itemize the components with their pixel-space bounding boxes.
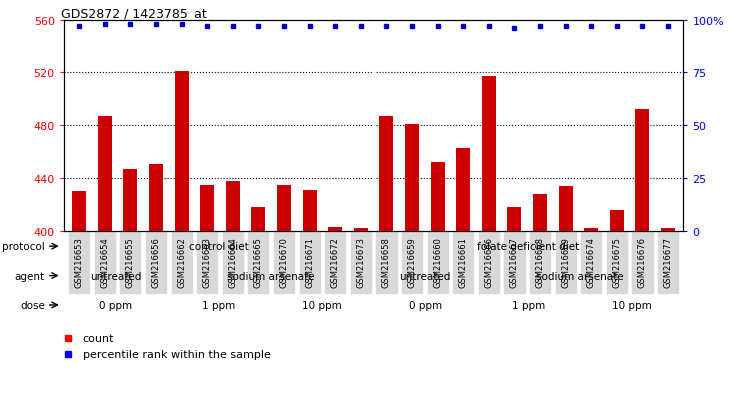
Bar [456,148,470,231]
Bar [430,163,445,231]
Bar [405,125,419,231]
Text: GDS2872 / 1423785_at: GDS2872 / 1423785_at [61,7,207,19]
Text: dose: dose [20,300,45,310]
Text: untreated: untreated [90,271,141,281]
Bar [508,208,521,231]
Bar [610,210,624,231]
Bar [226,181,240,231]
Text: sodium arsenate: sodium arsenate [536,271,624,281]
Text: folate deficient diet: folate deficient diet [478,242,580,252]
Text: agent: agent [15,271,45,281]
Text: 0 ppm: 0 ppm [409,300,442,310]
Bar [98,117,112,231]
Bar [354,229,368,231]
Bar [201,185,214,231]
Bar [303,190,317,231]
Text: count: count [83,333,114,343]
Text: control diet: control diet [189,242,249,252]
Bar [123,169,137,231]
Bar [72,192,86,231]
Bar [661,229,675,231]
Bar [559,187,573,231]
Bar [252,208,265,231]
Text: 1 ppm: 1 ppm [202,300,235,310]
Bar [149,164,163,231]
Bar [482,77,496,231]
Text: 10 ppm: 10 ppm [302,300,342,310]
Bar [635,110,650,231]
Text: sodium arsenate: sodium arsenate [227,271,314,281]
Text: percentile rank within the sample: percentile rank within the sample [83,349,270,359]
Bar [584,229,599,231]
Bar [533,195,547,231]
Text: protocol: protocol [2,242,45,252]
Bar [174,72,189,231]
Text: untreated: untreated [400,271,451,281]
Bar [379,117,394,231]
Bar [277,185,291,231]
Text: 1 ppm: 1 ppm [512,300,545,310]
Text: 0 ppm: 0 ppm [99,300,132,310]
Bar [328,227,342,231]
Text: 10 ppm: 10 ppm [612,300,652,310]
